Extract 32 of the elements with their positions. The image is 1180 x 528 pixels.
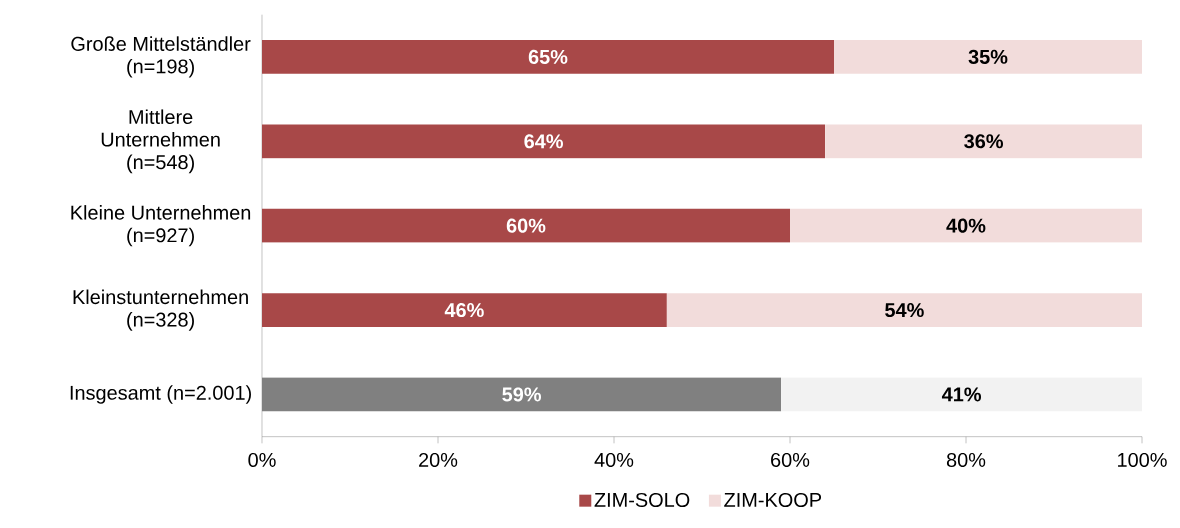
x-tick-label: 40% xyxy=(594,452,634,468)
x-tick-label: 0% xyxy=(248,452,276,468)
data-label: 41% xyxy=(941,387,982,402)
legend-label: ZIM-SOLO xyxy=(594,492,690,507)
data-label: 40% xyxy=(946,218,986,233)
y-tick-label: Große Mittelständler (n=198) xyxy=(71,36,251,78)
x-tick-label: 60% xyxy=(771,452,810,468)
bar xyxy=(261,208,791,243)
bar xyxy=(666,293,1143,327)
data-label: 60% xyxy=(506,218,546,233)
x-tick-label: 80% xyxy=(946,452,986,468)
y-tick-label: Kleine Unternehmen (n=927) xyxy=(71,205,251,247)
x-tick-label: 20% xyxy=(419,452,458,468)
y-tick-label: Mittlere Unternehmen (n=548) xyxy=(101,109,220,174)
data-label: 59% xyxy=(502,387,541,402)
bar xyxy=(261,39,835,74)
legend-label: ZIM-KOOP xyxy=(724,492,822,507)
data-label: 36% xyxy=(964,134,1004,149)
data-label: 35% xyxy=(968,49,1008,64)
data-label: 65% xyxy=(528,49,568,64)
data-label: 46% xyxy=(444,303,484,318)
bar xyxy=(825,124,1143,159)
data-label: 54% xyxy=(885,303,924,318)
x-tick-label: 100% xyxy=(1118,452,1167,468)
y-tick-label: Kleinstunternehmen (n=328) xyxy=(73,289,248,331)
y-tick-label: Insgesamt (n=2.001) xyxy=(70,385,251,404)
bar xyxy=(834,39,1143,74)
data-label: 64% xyxy=(524,134,563,149)
bar xyxy=(261,124,826,159)
bar xyxy=(781,377,1143,412)
bar xyxy=(261,293,667,327)
bar xyxy=(790,208,1143,243)
